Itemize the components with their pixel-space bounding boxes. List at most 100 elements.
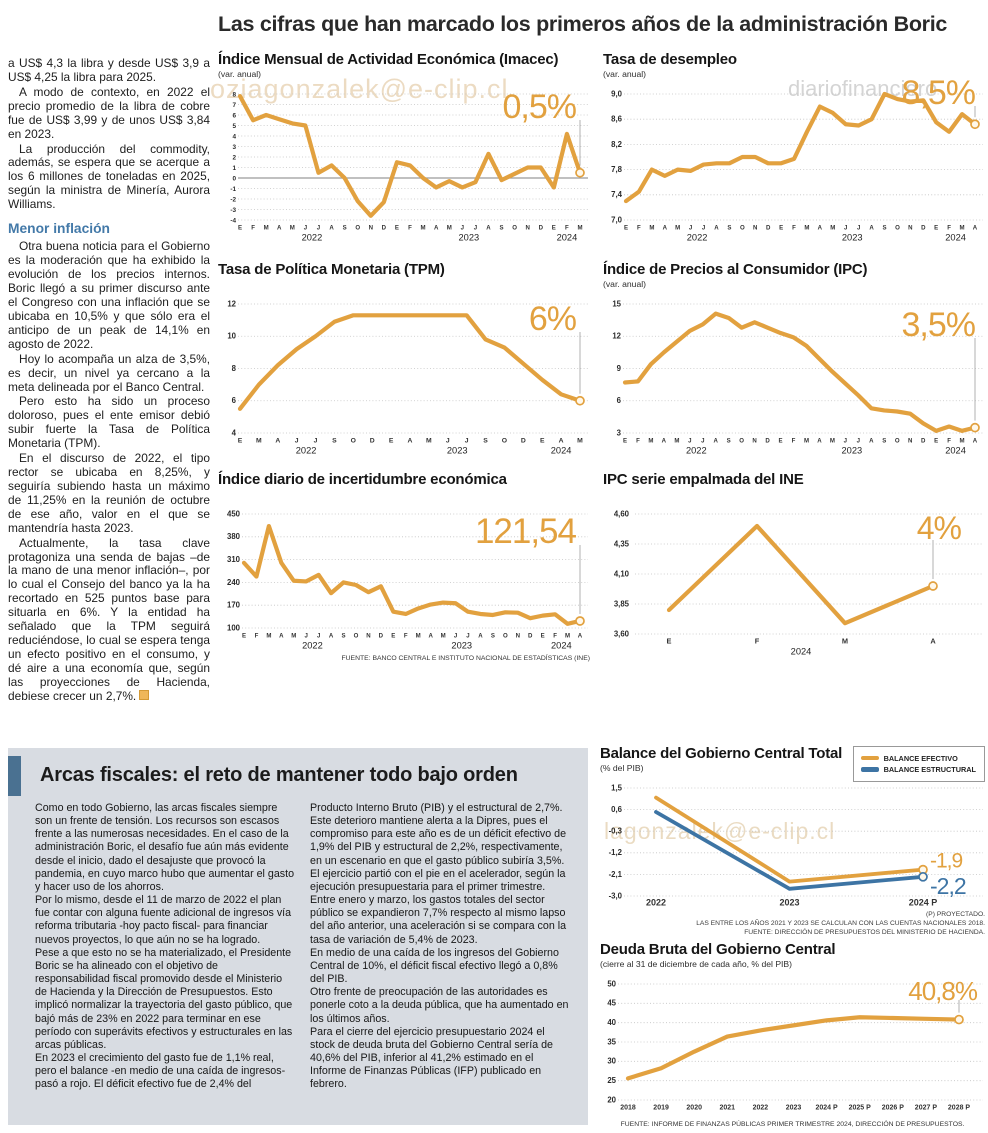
svg-text:8,2: 8,2: [611, 140, 623, 149]
chart-tpm: Tasa de Política Monetaria (TPM) 12 10 8 6 4 E…: [218, 262, 590, 457]
svg-text:A: A: [428, 633, 433, 640]
svg-text:A: A: [818, 225, 823, 232]
svg-text:J: J: [304, 225, 307, 232]
end-marker: [928, 581, 938, 591]
paragraph: Otra buena noticia para el Gobierno es l…: [8, 239, 210, 351]
svg-text:E: E: [541, 633, 545, 640]
chart-subtitle: (cierre al 31 de diciembre de cada año, …: [600, 958, 793, 969]
big-value: 3,5%: [901, 306, 976, 344]
svg-text:O: O: [895, 438, 900, 445]
svg-text:M: M: [447, 225, 452, 232]
svg-text:E: E: [624, 225, 628, 232]
svg-text:J: J: [446, 438, 450, 445]
footnote-line: FUENTE: DIRECCIÓN DE PRESUPUESTOS DEL MI…: [744, 929, 985, 937]
svg-text:25: 25: [607, 1076, 616, 1085]
svg-text:O: O: [355, 225, 360, 232]
svg-text:2023: 2023: [779, 898, 799, 908]
svg-text:O: O: [502, 438, 507, 445]
svg-text:A: A: [662, 438, 667, 445]
end-marker: [970, 119, 980, 130]
svg-text:F: F: [255, 633, 259, 640]
svg-text:4: 4: [232, 428, 237, 437]
svg-text:7,8: 7,8: [611, 165, 623, 174]
svg-text:12: 12: [612, 332, 621, 341]
article-subhead: Menor inflación: [8, 221, 110, 237]
svg-text:J: J: [702, 225, 705, 232]
svg-text:E: E: [540, 438, 545, 445]
svg-text:-0,3: -0,3: [609, 827, 623, 836]
x-axis-labels: E F M A 2024: [667, 637, 937, 657]
svg-text:8: 8: [232, 364, 237, 373]
svg-text:M: M: [290, 225, 295, 232]
svg-text:A: A: [275, 438, 280, 445]
article-paragraphs: Otra buena noticia para el Gobierno es l…: [8, 239, 210, 703]
paragraph: En el discurso de 2022, el tipo rector s…: [8, 451, 210, 535]
svg-text:E: E: [552, 225, 556, 232]
chart-plot-area: 1,5 0,6 -0,3 -1,2 -2,1 -3,0 2022 2023 2024 P -1,9…: [600, 780, 985, 912]
svg-text:2023: 2023: [842, 233, 863, 243]
svg-text:F: F: [565, 225, 569, 232]
svg-text:2018: 2018: [620, 1105, 636, 1112]
svg-text:J: J: [474, 225, 477, 232]
svg-text:M: M: [842, 637, 848, 646]
fiscal-column-right: Producto Interno Bruto (PIB) y el estruc…: [310, 802, 570, 1091]
svg-text:0,6: 0,6: [611, 805, 623, 814]
svg-text:M: M: [577, 438, 583, 445]
svg-text:O: O: [512, 225, 517, 232]
svg-text:A: A: [279, 633, 284, 640]
svg-text:7,4: 7,4: [611, 190, 623, 199]
paragraph: Actualmente, la tasa clave protagoniza u…: [8, 535, 210, 703]
chart-title: Deuda Bruta del Gobierno Central: [600, 941, 836, 958]
svg-text:8: 8: [232, 91, 236, 98]
svg-text:3: 3: [617, 428, 622, 437]
svg-text:J: J: [305, 633, 308, 640]
svg-text:30: 30: [607, 1057, 616, 1066]
svg-text:J: J: [466, 633, 469, 640]
svg-text:N: N: [369, 225, 373, 232]
svg-text:1,5: 1,5: [611, 783, 623, 792]
svg-text:J: J: [844, 225, 847, 232]
svg-text:J: J: [314, 438, 318, 445]
svg-text:N: N: [366, 633, 370, 640]
svg-text:6: 6: [232, 396, 237, 405]
svg-text:J: J: [454, 633, 457, 640]
svg-text:3,60: 3,60: [614, 629, 630, 638]
y-axis-labels: 8 7 6 5 4 3 2 1 0 -1 -2 -3 -4: [230, 91, 236, 224]
x-axis-labels: 2022 2023 2024 P: [646, 898, 937, 908]
svg-text:D: D: [921, 225, 926, 232]
paragraph: La producción del commodity, además, se …: [8, 141, 210, 212]
svg-text:E: E: [934, 225, 938, 232]
paragraph: Como en todo Gobierno, las arcas fiscale…: [35, 802, 295, 893]
svg-text:O: O: [354, 633, 359, 640]
article-end-square-icon: [139, 689, 150, 700]
chart-subtitle: (var. anual): [218, 68, 261, 79]
svg-text:2: 2: [232, 154, 236, 161]
chart-subtitle: (% del PIB): [600, 762, 644, 773]
svg-text:2024 P: 2024 P: [816, 1105, 839, 1112]
series-line: [622, 311, 978, 433]
svg-text:J: J: [461, 225, 464, 232]
chart-footnotes: (P) PROYECTADO. LAS ENTRE LOS AÑOS 2021 Y…: [696, 911, 985, 938]
svg-text:4,10: 4,10: [614, 569, 630, 578]
svg-text:O: O: [895, 225, 900, 232]
chart-title: Tasa de Política Monetaria (TPM): [218, 261, 445, 278]
fiscal-section: Arcas fiscales: el reto de mantener todo…: [8, 748, 588, 1125]
svg-text:2024: 2024: [945, 446, 966, 456]
svg-text:S: S: [342, 633, 346, 640]
chart-subtitle: (var. anual): [603, 68, 646, 79]
svg-text:2028 P: 2028 P: [948, 1105, 971, 1112]
svg-text:A: A: [578, 633, 583, 640]
paragraph: Pese a que esto no se ha materializado, …: [35, 946, 293, 1051]
svg-text:A: A: [329, 225, 334, 232]
series-line: [654, 810, 925, 891]
chart-plot-area: 50 45 40 35 30 25 20 2018 2019 2020 2021 2022 2023 20…: [600, 976, 985, 1116]
svg-text:35: 35: [607, 1037, 616, 1046]
chart-source-note: FUENTE: INFORME DE FINANZAS PÚBLICAS PRI…: [620, 1121, 965, 1128]
svg-text:10: 10: [227, 332, 236, 341]
paragraph: Pero esto ha sido un proceso doloroso, p…: [8, 394, 210, 451]
legend-swatch: [860, 767, 879, 772]
svg-text:N: N: [908, 438, 912, 445]
